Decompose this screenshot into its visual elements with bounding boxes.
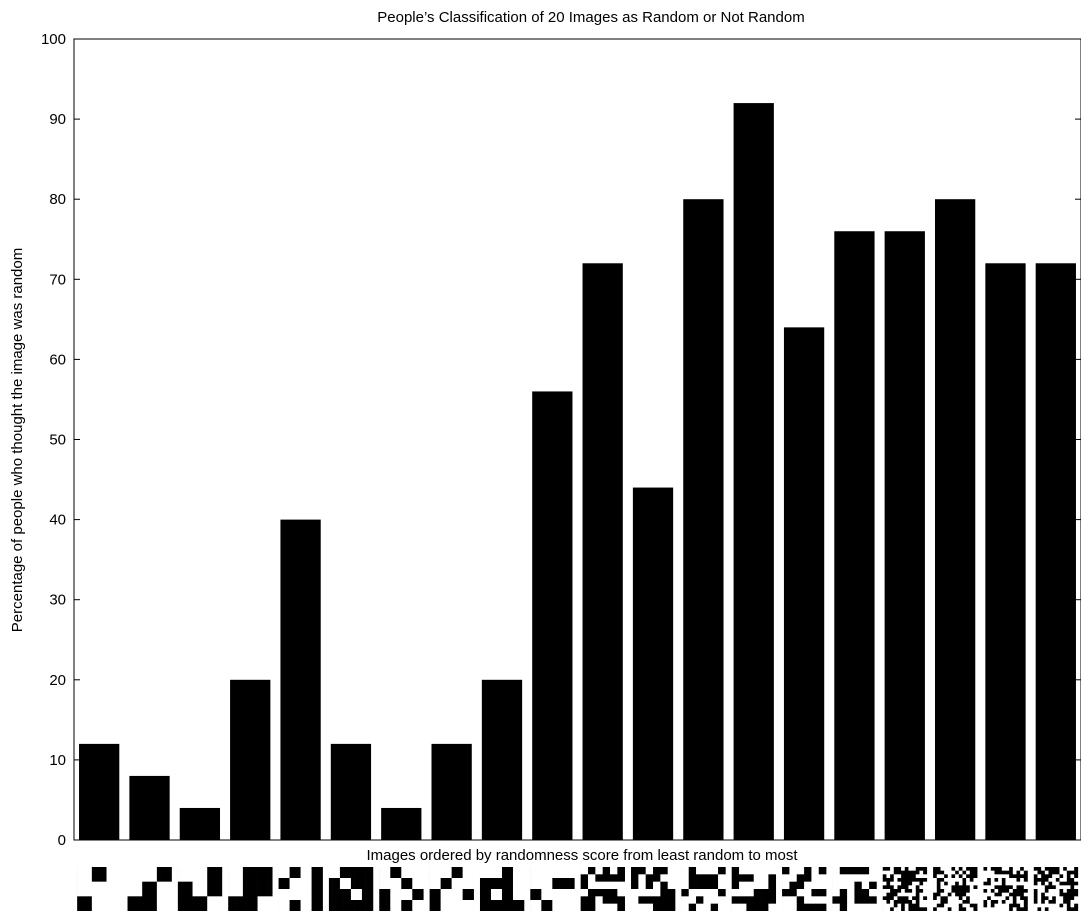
bar-18 xyxy=(934,199,976,840)
bar-9 xyxy=(481,679,523,840)
thumbnail-15 xyxy=(782,867,827,912)
thumbnail-10 xyxy=(530,867,575,912)
bar-15 xyxy=(783,327,825,840)
thumbnail-6 xyxy=(328,867,374,912)
thumbnail-2 xyxy=(127,867,172,912)
bar-13 xyxy=(683,199,724,840)
y-tick-label: 40 xyxy=(49,512,66,529)
thumbnail-11 xyxy=(580,867,625,912)
thumbnail-5 xyxy=(278,867,323,912)
thumbnail-3 xyxy=(177,867,223,912)
bar-10 xyxy=(532,391,573,840)
thumbnail-14 xyxy=(731,867,777,912)
x-axis-label: Images ordered by randomness score from … xyxy=(366,847,798,864)
y-tick-label: 100 xyxy=(41,31,66,48)
y-axis: 0 10 20 30 40 50 60 70 80 90 100 xyxy=(41,31,1081,849)
bar-1 xyxy=(79,743,120,840)
bar-2 xyxy=(129,775,170,840)
bar-17 xyxy=(884,231,925,841)
y-tick-label: 60 xyxy=(49,351,66,368)
y-tick-label: 50 xyxy=(49,432,66,449)
y-tick-label: 80 xyxy=(49,191,66,208)
thumbnail-13 xyxy=(681,867,726,912)
y-tick-label: 70 xyxy=(49,271,66,288)
y-tick-label: 10 xyxy=(49,752,66,769)
thumbnail-9 xyxy=(479,867,525,912)
bar-19 xyxy=(985,263,1026,840)
thumbnail-1 xyxy=(77,867,122,912)
thumbnail-4 xyxy=(228,867,273,912)
thumbnail-20 xyxy=(1033,867,1079,912)
thumbnail-7 xyxy=(379,867,424,912)
bar-4 xyxy=(230,679,271,840)
bar-16 xyxy=(834,231,875,841)
bar-12 xyxy=(632,487,674,840)
y-tick-label: 20 xyxy=(49,672,66,689)
bars-group xyxy=(79,103,1076,841)
bar-6 xyxy=(330,743,372,840)
chart-title: People’s Classification of 20 Images as … xyxy=(377,9,804,26)
thumbnail-17 xyxy=(882,867,928,912)
thumbnail-19 xyxy=(983,867,1028,912)
plot-frame xyxy=(73,38,1081,841)
thumbnail-16 xyxy=(832,867,877,912)
bar-20 xyxy=(1035,263,1076,840)
y-axis-label: Percentage of people who thought the ima… xyxy=(9,248,26,632)
y-tick-label: 30 xyxy=(49,592,66,609)
thumbnail-18 xyxy=(933,867,978,912)
x-axis-image-thumbnails xyxy=(77,867,1079,912)
bar-3 xyxy=(179,807,221,840)
bar-8 xyxy=(431,743,472,840)
y-tick-label: 0 xyxy=(58,832,66,849)
thumbnail-12 xyxy=(631,867,676,912)
bar-11 xyxy=(582,263,623,840)
bar-7 xyxy=(381,807,422,840)
y-tick-label: 90 xyxy=(49,111,66,128)
thumbnail-8 xyxy=(429,867,474,912)
bar-5 xyxy=(280,519,321,840)
bar-14 xyxy=(733,103,774,840)
